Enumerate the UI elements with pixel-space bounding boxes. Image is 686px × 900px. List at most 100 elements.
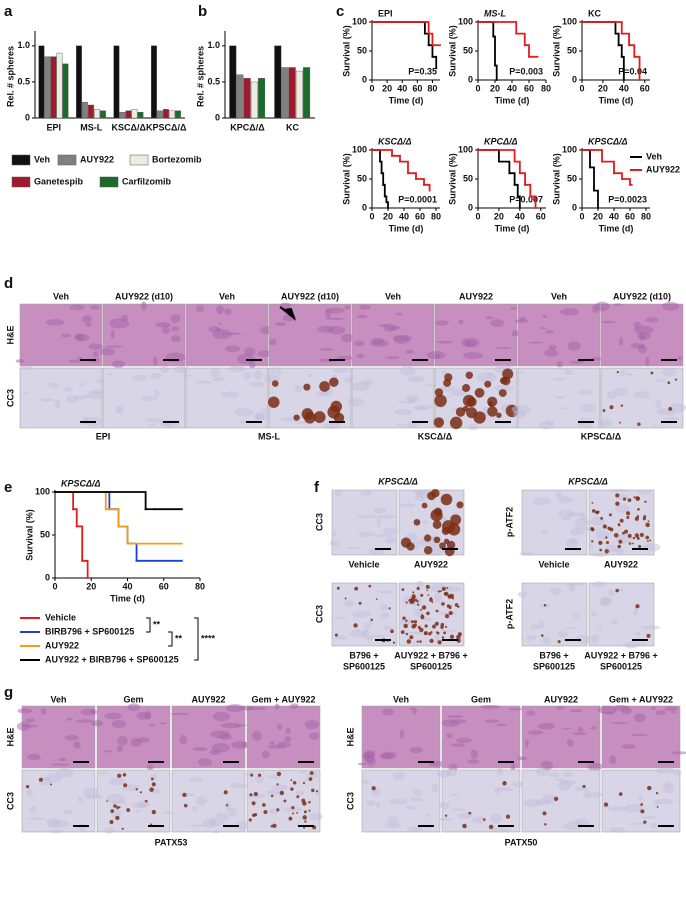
- stain-dot: [401, 588, 405, 591]
- survival-step: [54, 491, 147, 511]
- stain-dot: [116, 806, 120, 810]
- tissue-texture: [179, 792, 195, 797]
- tissue-texture: [127, 703, 141, 711]
- bar: [62, 63, 69, 119]
- tissue-texture: [28, 817, 46, 821]
- y-tick-label: 0: [25, 112, 30, 122]
- stain-dot: [434, 621, 439, 626]
- tissue-texture: [563, 369, 574, 375]
- x-tick-label: 60: [640, 83, 650, 93]
- x-tick-label: MS-L: [80, 122, 102, 132]
- stain-dot: [620, 404, 624, 407]
- tissue-texture: [597, 628, 603, 631]
- block-title: KPSCΔ/Δ: [378, 476, 418, 486]
- tissue-texture: [431, 783, 439, 793]
- stain-dot: [599, 548, 603, 552]
- tissue-texture: [380, 611, 389, 620]
- stain-dot: [151, 809, 157, 815]
- stain-dot: [302, 801, 307, 806]
- x-tick-label: 60: [415, 211, 425, 221]
- tissue-texture: [565, 538, 579, 548]
- tissue-texture: [106, 373, 113, 376]
- y-tick-label: 0: [362, 74, 367, 84]
- tissue-texture: [519, 551, 535, 556]
- tissue-texture: [566, 626, 578, 630]
- stain-dot: [405, 601, 408, 604]
- stain-dot: [462, 823, 467, 829]
- stain-dot: [632, 542, 634, 545]
- tissue-texture: [541, 530, 549, 535]
- tissue-texture: [656, 408, 669, 416]
- stain-dot: [502, 368, 514, 380]
- micrograph: [268, 303, 352, 367]
- chart-title: EPI: [378, 8, 393, 18]
- tissue-texture: [326, 317, 345, 321]
- survival-step: [589, 166, 595, 192]
- tissue-texture: [666, 408, 676, 416]
- tissue-texture: [530, 624, 540, 630]
- tissue-texture: [613, 303, 622, 306]
- tissue-texture: [274, 703, 280, 710]
- chart-title: MS-L: [484, 8, 506, 18]
- bar: [50, 56, 57, 119]
- stain-dot: [38, 777, 43, 782]
- tissue-texture: [555, 367, 569, 370]
- tissue-texture: [117, 736, 128, 746]
- tissue-texture: [277, 366, 282, 376]
- tissue-texture: [64, 734, 79, 741]
- stain-dot: [634, 533, 640, 538]
- significance-label: ****: [201, 633, 216, 643]
- stain-dot: [272, 823, 277, 828]
- micrograph: [521, 705, 601, 769]
- tissue-texture: [567, 341, 581, 351]
- tissue-texture: [257, 350, 273, 357]
- tissue-texture: [435, 634, 440, 643]
- y-tick-label: 0: [45, 572, 50, 582]
- stain-dot: [502, 781, 507, 786]
- tissue-texture: [159, 722, 168, 725]
- micrograph: [441, 705, 521, 769]
- stain-dot: [434, 388, 444, 397]
- tissue-texture: [344, 305, 350, 310]
- tissue-texture: [591, 552, 607, 557]
- stain-dot: [426, 589, 428, 592]
- tissue-texture: [677, 356, 682, 361]
- x-axis-label: Time (d): [495, 95, 530, 105]
- tissue-texture: [332, 368, 349, 373]
- tissue-texture: [641, 625, 661, 630]
- stain-dot: [636, 536, 640, 540]
- stain-dot: [609, 405, 614, 410]
- bar: [236, 74, 244, 119]
- stain-dot: [427, 594, 430, 596]
- stain-dot: [403, 623, 408, 629]
- stain-dot: [628, 542, 632, 545]
- stain-dot: [248, 818, 252, 822]
- tissue-texture: [565, 582, 585, 587]
- tissue-texture: [619, 370, 626, 376]
- tissue-texture: [132, 374, 147, 382]
- tissue-texture: [307, 373, 313, 377]
- stain-dot: [488, 401, 494, 407]
- x-axis-label: Time (d): [389, 95, 424, 105]
- block-title: KPSCΔ/Δ: [568, 476, 608, 486]
- stain-dot: [400, 537, 412, 548]
- x-tick-label: EPI: [46, 122, 61, 132]
- tissue-texture: [334, 636, 348, 640]
- tissue-texture: [111, 360, 125, 368]
- stain-dot: [640, 803, 643, 806]
- significance-label: **: [153, 619, 161, 629]
- tissue-texture: [358, 532, 376, 537]
- stain-dot: [449, 605, 452, 608]
- tissue-texture: [25, 789, 34, 797]
- group-label: PATX50: [505, 837, 538, 847]
- tissue-texture: [327, 326, 346, 335]
- stain-dot: [454, 603, 459, 607]
- tissue-texture: [631, 733, 648, 737]
- caption: SP600125: [600, 661, 642, 671]
- tissue-texture: [449, 719, 467, 724]
- stain-dot: [449, 634, 455, 639]
- survival-step: [399, 160, 409, 175]
- tissue-texture: [538, 620, 545, 629]
- tissue-texture: [155, 322, 172, 328]
- y-axis-label: Survival (%): [24, 509, 34, 561]
